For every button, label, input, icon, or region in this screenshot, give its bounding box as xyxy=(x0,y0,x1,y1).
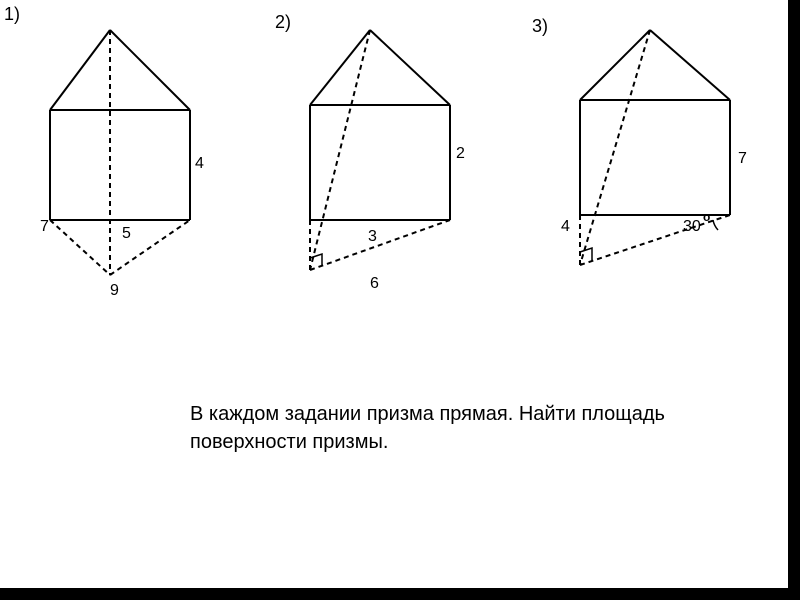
prism1-height-label: 4 xyxy=(195,155,204,173)
prism1-edge-ab-label: 9 xyxy=(110,282,119,300)
task-line2: поверхности призмы. xyxy=(190,428,710,456)
prism3-short-leg-label: 4 xyxy=(561,218,570,236)
problem-2-label: 2) xyxy=(275,12,291,33)
problem-1-label: 1) xyxy=(4,4,20,25)
prism-3-figure xyxy=(555,20,765,300)
prism3-degree-symbol: o xyxy=(703,210,710,224)
page-content: 1) 4 7 5 9 2) 2 3 6 3) xyxy=(0,0,788,588)
prism2-base-label: 6 xyxy=(370,275,379,293)
task-text: В каждом задании призма прямая. Найти пл… xyxy=(190,400,710,456)
prism3-angle-label: 30 xyxy=(683,218,701,236)
task-line1: В каждом задании призма прямая. Найти пл… xyxy=(190,400,710,428)
prism1-edge-ac-label: 7 xyxy=(40,218,49,236)
prism1-edge-bc-label: 5 xyxy=(122,225,131,243)
prism2-hypotenuse-label: 3 xyxy=(368,228,377,246)
prism3-height-label: 7 xyxy=(738,150,747,168)
prism2-height-label: 2 xyxy=(456,145,465,163)
problem-3-label: 3) xyxy=(532,16,548,37)
